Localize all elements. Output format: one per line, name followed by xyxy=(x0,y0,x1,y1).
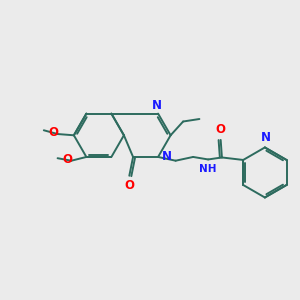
Text: N: N xyxy=(261,131,271,145)
Text: O: O xyxy=(49,126,58,139)
Text: O: O xyxy=(216,123,226,136)
Text: NH: NH xyxy=(200,164,217,175)
Text: N: N xyxy=(162,151,172,164)
Text: N: N xyxy=(152,98,162,112)
Text: O: O xyxy=(124,179,134,192)
Text: O: O xyxy=(62,153,72,166)
